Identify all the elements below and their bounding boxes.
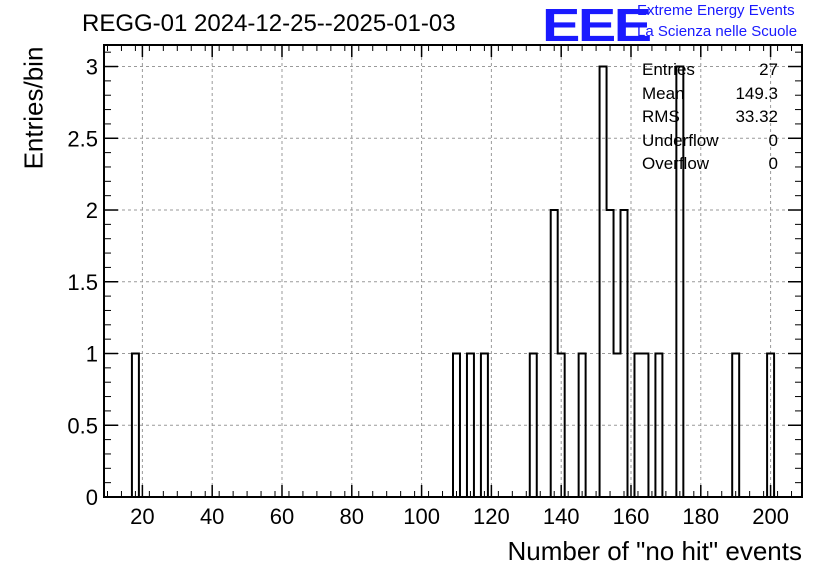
histogram-bin	[634, 354, 641, 497]
stats-value: 27	[759, 60, 778, 79]
stats-label: Overflow	[642, 154, 710, 173]
histogram-bin	[614, 354, 621, 497]
histogram-bin	[767, 354, 774, 497]
x-tick-label: 80	[340, 504, 364, 529]
histogram-bin	[655, 354, 662, 497]
stats-row-overflow: Overflow 0	[642, 152, 778, 176]
x-tick-label: 40	[200, 504, 224, 529]
histogram-bin	[481, 354, 488, 497]
plot-title: REGG-01 2024-12-25--2025-01-03	[82, 10, 456, 37]
x-axis-label: Number of "no hit" events	[507, 536, 803, 566]
histogram-bin	[641, 354, 648, 497]
y-tick-label: 3	[86, 55, 98, 80]
y-tick-label: 1	[86, 342, 98, 367]
stats-row-rms: RMS 33.32	[642, 105, 778, 129]
histogram-bin	[607, 210, 614, 497]
x-tick-label: 20	[130, 504, 154, 529]
histogram-bin	[551, 210, 558, 497]
histogram-bin	[579, 354, 586, 497]
plot-frame	[103, 44, 803, 498]
y-tick-label: 0.5	[67, 413, 98, 438]
x-tick-label: 100	[403, 504, 440, 529]
histogram-bin	[467, 354, 474, 497]
x-tick-label: 140	[543, 504, 580, 529]
histogram-bin	[132, 354, 139, 497]
y-axis-label: Entries/bin	[18, 46, 49, 170]
x-tick-label: 180	[682, 504, 719, 529]
stats-row-mean: Mean 149.3	[642, 82, 778, 106]
stats-label: Underflow	[642, 130, 719, 150]
histogram-bin	[453, 354, 460, 497]
stats-row-entries: Entries 27	[642, 58, 778, 82]
stats-box: Entries 27 Mean 149.3 RMS 33.32 Underflo…	[642, 58, 778, 176]
logo-line-2: La Scienza nelle Scuole	[637, 23, 798, 40]
y-tick-label: 1.5	[67, 270, 98, 295]
x-tick-label: 200	[752, 504, 789, 529]
stats-value: 33.32	[735, 107, 778, 126]
histogram-bin	[530, 354, 537, 497]
stats-label: Mean	[642, 83, 685, 103]
stats-label: RMS	[642, 107, 680, 126]
histogram-bin	[558, 354, 565, 497]
stats-row-underflow: Underflow 0	[642, 129, 778, 153]
logo-line-1: Extreme Energy Events	[637, 2, 795, 19]
stats-value: 0	[768, 154, 778, 173]
histogram-bin	[600, 67, 607, 497]
stats-value: 149.3	[735, 83, 778, 103]
histogram-bin	[621, 210, 628, 497]
y-tick-label: 2	[86, 198, 98, 223]
eee-logo: EEE	[542, 0, 652, 51]
stats-label: Entries	[642, 60, 695, 79]
stats-value: 0	[768, 130, 778, 150]
histogram-bin	[732, 354, 739, 497]
y-tick-label: 0	[86, 485, 98, 510]
y-tick-label: 2.5	[67, 126, 98, 151]
x-tick-label: 160	[613, 504, 650, 529]
x-tick-label: 120	[473, 504, 510, 529]
x-tick-label: 60	[270, 504, 294, 529]
